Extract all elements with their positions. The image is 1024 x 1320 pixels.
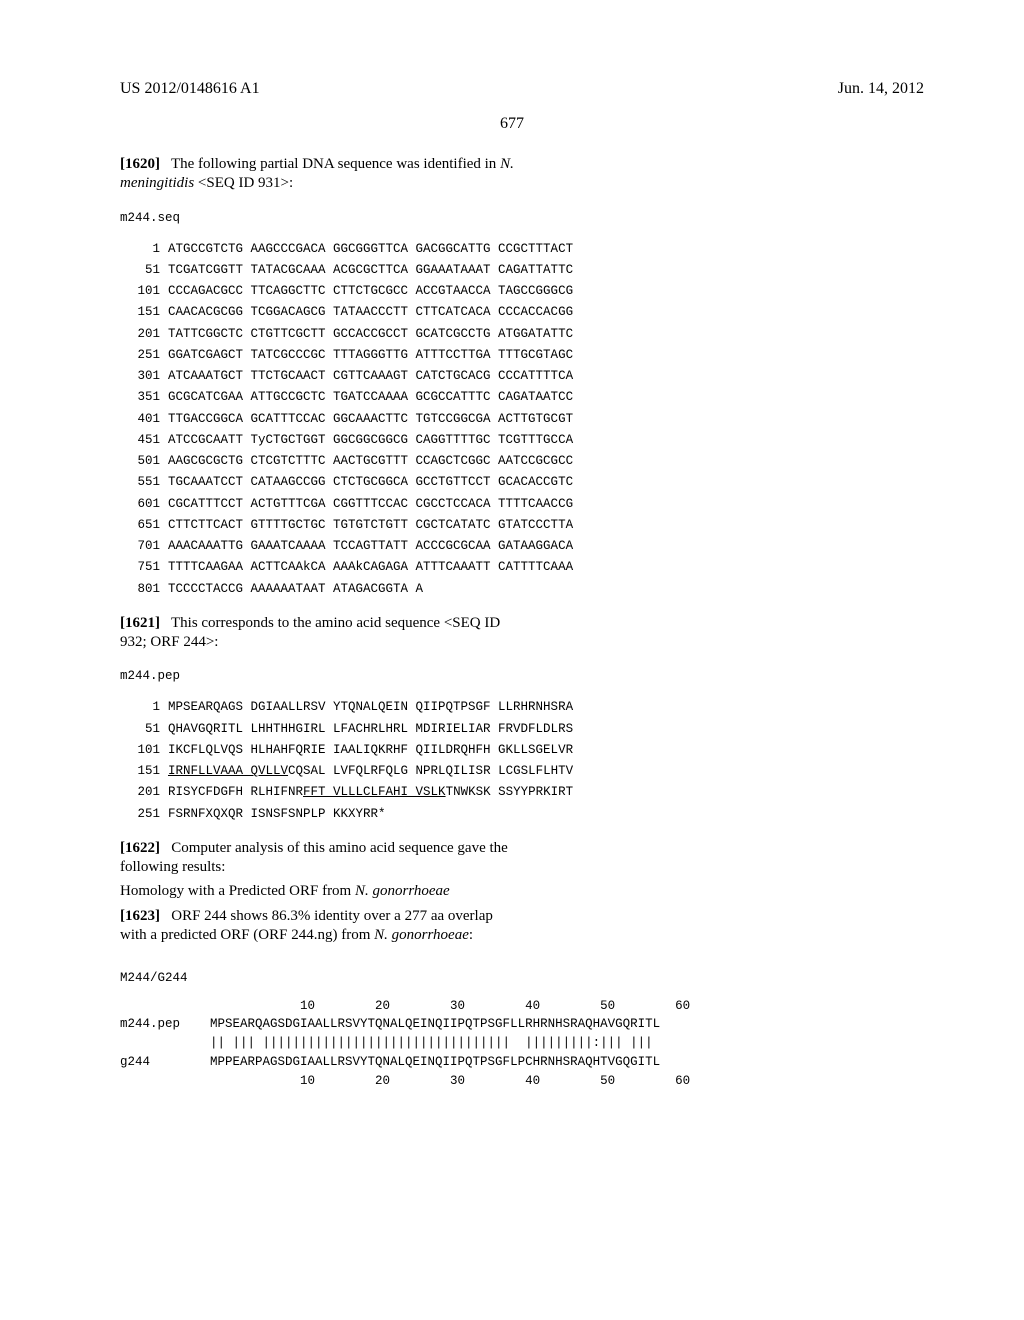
para-num: [1622] [120, 840, 160, 856]
content: [1620] The following partial DNA sequenc… [120, 155, 924, 1090]
para-text: This corresponds to the amino acid seque… [120, 615, 500, 650]
page-number: 677 [0, 115, 1024, 133]
para-text: Computer analysis of this amino acid seq… [120, 840, 508, 875]
header-pub-number: US 2012/0148616 A1 [120, 80, 260, 98]
para-num: [1620] [120, 156, 160, 172]
para-1620: [1620] The following partial DNA sequenc… [120, 155, 522, 193]
seq-pep-block: 1MPSEARQAGS DGIAALLRSV YTQNALQEIN QIIPQT… [120, 697, 924, 825]
seq-dna-block: 1ATGCCGTCTG AAGCCCGACA GGCGGGTTCA GACGGC… [120, 239, 924, 600]
para-num: [1621] [120, 615, 160, 631]
organism: N. gonorrhoeae [374, 927, 469, 943]
header-pub-date: Jun. 14, 2012 [838, 80, 924, 98]
homology-line1: Homology with a Predicted ORF from [120, 883, 355, 899]
para-1622: [1622] Computer analysis of this amino a… [120, 839, 522, 877]
seq-pep-title: m244.pep [120, 669, 924, 683]
para-1623: [1623] ORF 244 shows 86.3% identity over… [120, 907, 522, 945]
alignment-block: 10 20 30 40 50 60 m244.pep MPSEARQAGSDGI… [120, 997, 924, 1091]
para-tail: : [469, 927, 473, 943]
para-text: The following partial DNA sequence was i… [171, 156, 500, 172]
para-tail: <SEQ ID 931>: [194, 175, 293, 191]
page: US 2012/0148616 A1 Jun. 14, 2012 677 [16… [0, 0, 1024, 1320]
para-1621: [1621] This corresponds to the amino aci… [120, 614, 522, 652]
para-num: [1623] [120, 908, 160, 924]
homology-header: Homology with a Predicted ORF from N. go… [120, 882, 522, 901]
alignment-title: M244/G244 [120, 971, 924, 985]
organism: N. gonorrhoeae [355, 883, 450, 899]
seq-dna-title: m244.seq [120, 211, 924, 225]
